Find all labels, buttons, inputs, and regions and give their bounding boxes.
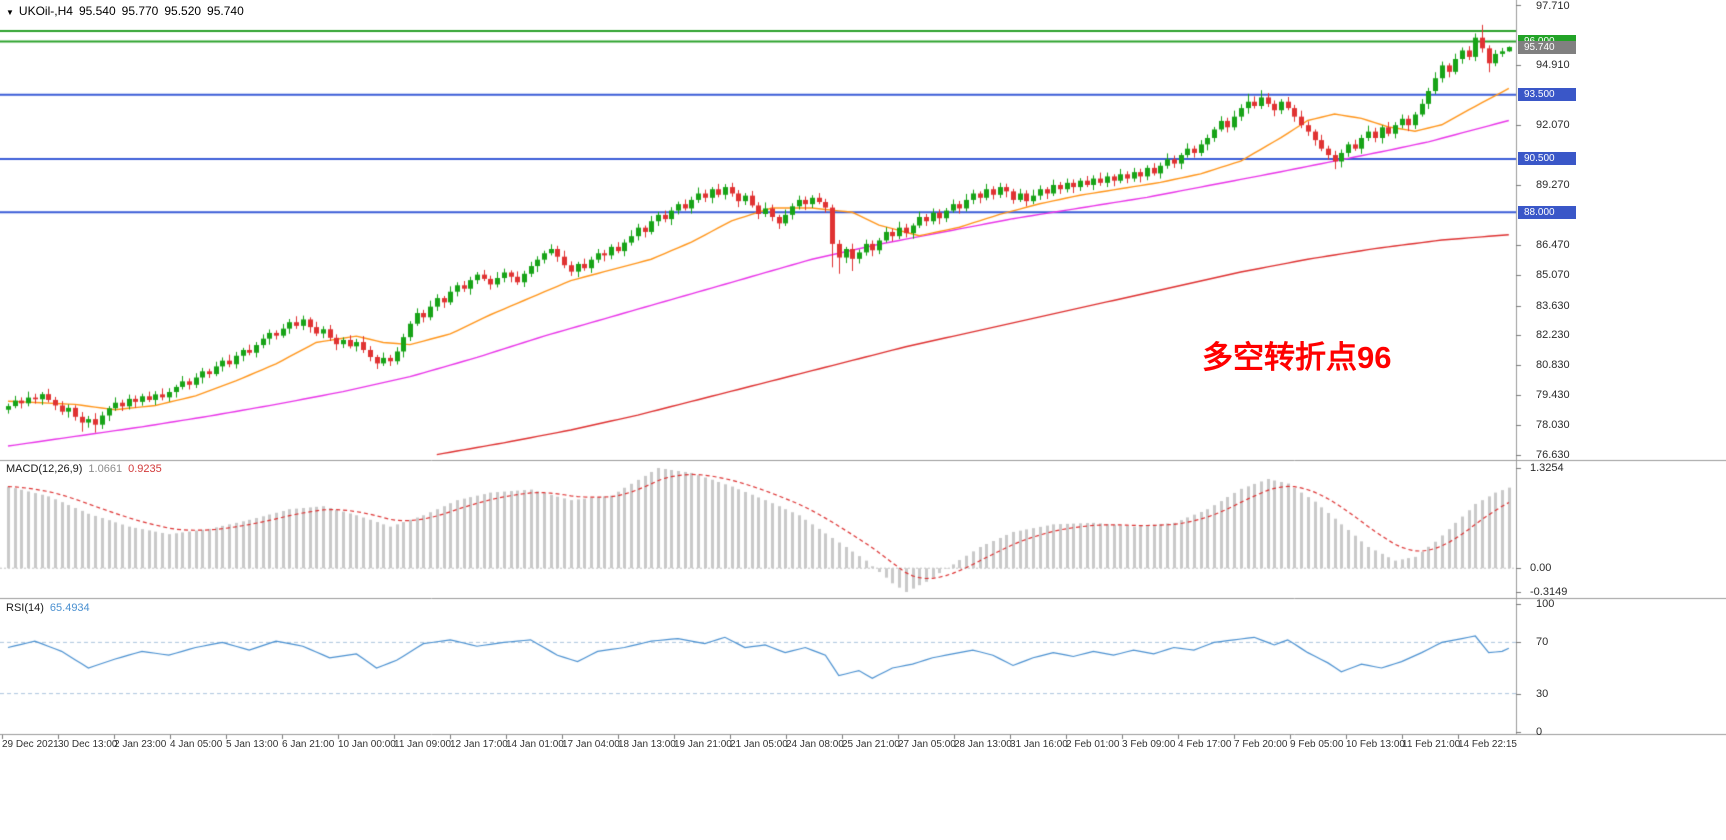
price-tag-93.500: 93.500 [1518, 88, 1576, 102]
time-axis-label: 28 Jan 13:00 [954, 739, 1012, 750]
time-axis-label: 29 Dec 2021 [2, 739, 59, 750]
time-axis-label: 18 Jan 13:00 [618, 739, 676, 750]
time-axis-label: 17 Jan 04:00 [562, 739, 620, 750]
rsi-axis-label: 70 [1536, 636, 1549, 649]
time-axis-label: 10 Feb 13:00 [1346, 739, 1405, 750]
time-axis-label: 21 Jan 05:00 [730, 739, 788, 750]
time-axis-label: 2 Feb 01:00 [1066, 739, 1120, 750]
time-axis-label: 31 Jan 16:00 [1010, 739, 1068, 750]
time-axis-label: 11 Feb 21:00 [1402, 739, 1461, 750]
price-axis-label: 82.230 [1536, 329, 1570, 342]
time-axis-label: 11 Jan 09:00 [394, 739, 452, 750]
price-axis-label: 79.430 [1536, 389, 1570, 402]
time-axis-label: 3 Feb 09:00 [1122, 739, 1176, 750]
price-tag-95.740: 95.740 [1518, 40, 1576, 54]
rsi-axis-label: 0 [1536, 726, 1543, 738]
price-tag-90.500: 90.500 [1518, 152, 1576, 166]
price-axis-label: 86.470 [1536, 238, 1570, 251]
ohlc-close: 95.740 [207, 4, 244, 18]
price-axis-label: 83.630 [1536, 299, 1570, 312]
price-axis-label: 89.270 [1536, 179, 1570, 192]
time-axis-label: 30 Dec 13:00 [58, 739, 118, 750]
rsi-axis-label: 30 [1536, 687, 1549, 700]
ohlc-open: 95.540 [78, 4, 116, 18]
macd-axis-label: 0.00 [1530, 562, 1552, 575]
price-axis-label: 97.710 [1536, 0, 1570, 12]
time-axis-label: 4 Feb 17:00 [1178, 739, 1232, 750]
price-tag-88.000: 88.000 [1518, 205, 1576, 219]
rsi-value: 65.4934 [49, 602, 90, 614]
time-axis-label: 7 Feb 20:00 [1234, 739, 1288, 750]
time-axis-label: 5 Jan 13:00 [226, 739, 279, 750]
time-axis-label: 27 Jan 05:00 [898, 739, 956, 750]
price-axis-label: 85.070 [1536, 268, 1570, 281]
time-axis-label: 6 Jan 21:00 [282, 739, 335, 750]
ohlc-low: 95.520 [164, 4, 202, 18]
ohlc-high: 95.770 [121, 4, 159, 18]
annotation-text: 多空转折点96 [1202, 340, 1392, 375]
macd-main-value: 1.0661 [88, 463, 123, 475]
macd-axis-label: 1.3254 [1530, 462, 1564, 474]
price-axis-label: 78.030 [1536, 419, 1570, 432]
macd-name: MACD(12,26,9) [6, 463, 83, 475]
price-axis-label: 80.830 [1536, 359, 1570, 372]
macd-axis-label: -0.3149 [1530, 586, 1568, 598]
time-axis-label: 2 Jan 23:00 [114, 739, 167, 750]
macd-indicator-label: MACD(12,26,9) 1.0661 0.9235 [6, 463, 162, 475]
time-axis-label: 10 Jan 00:00 [338, 739, 396, 750]
time-axis-label: 12 Jan 17:00 [450, 739, 508, 750]
time-axis-label: 14 Feb 22:15 [1458, 739, 1517, 750]
time-axis-label: 14 Jan 01:00 [506, 739, 564, 750]
rsi-axis-label: 100 [1536, 598, 1555, 610]
time-axis-label: 25 Jan 21:00 [842, 739, 900, 750]
price-axis-label: 76.630 [1536, 449, 1570, 461]
macd-signal-value: 0.9235 [128, 463, 162, 475]
rsi-name: RSI(14) [6, 602, 44, 614]
price-axis-label: 94.910 [1536, 58, 1570, 71]
time-axis-label: 24 Jan 08:00 [786, 739, 844, 750]
time-axis-label: 19 Jan 21:00 [674, 739, 732, 750]
rsi-indicator-label: RSI(14) 65.4934 [6, 602, 90, 614]
time-axis-label: 9 Feb 05:00 [1290, 739, 1344, 750]
chart-header: ▼ UKOil-,H4 95.540 95.770 95.520 95.740 [6, 4, 250, 18]
time-axis-label: 4 Jan 05:00 [170, 739, 223, 750]
symbol-period-label: UKOil-,H4 [18, 4, 73, 18]
price-axis-label: 92.070 [1536, 119, 1570, 132]
one-click-trading-arrow[interactable]: ▼ [6, 8, 14, 17]
